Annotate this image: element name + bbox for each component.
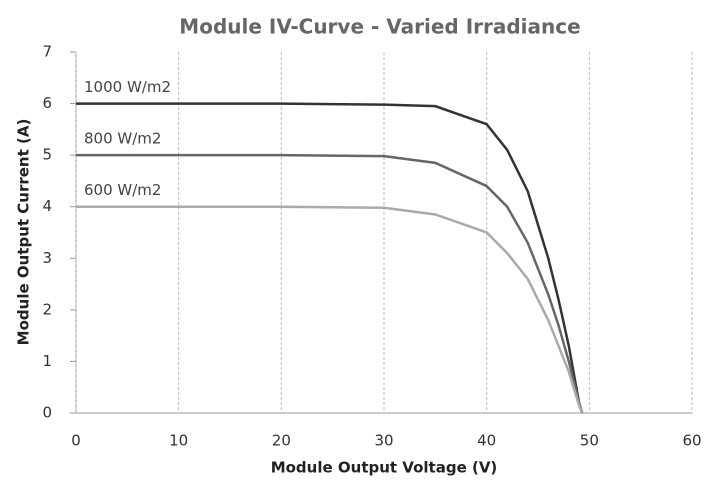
- series-line: [76, 205, 584, 414]
- chart-title: Module IV-Curve - Varied Irradiance: [179, 15, 580, 39]
- y-tick-label: 4: [42, 197, 52, 215]
- x-axis-label: Module Output Voltage (V): [271, 459, 498, 477]
- y-tick-label: 6: [42, 94, 52, 112]
- x-tick-label: 30: [374, 432, 393, 450]
- y-tick-label: 3: [42, 249, 52, 267]
- series-line: [76, 153, 584, 414]
- series-label: 600 W/m2: [84, 181, 161, 199]
- x-tick-label: 40: [477, 432, 496, 450]
- x-tick-label: 0: [71, 432, 81, 450]
- y-tick-label: 0: [42, 404, 52, 422]
- y-tick-label: 7: [42, 43, 52, 61]
- series-label: 800 W/m2: [84, 130, 161, 148]
- x-tick-label: 20: [272, 432, 291, 450]
- series-line: [76, 102, 584, 414]
- y-axis-label: Module Output Current (A): [15, 119, 33, 346]
- x-tick-label: 10: [169, 432, 188, 450]
- y-tick-label: 5: [42, 146, 52, 164]
- series-label: 1000 W/m2: [84, 78, 171, 96]
- y-tick-label: 2: [42, 300, 52, 318]
- x-tick-label: 60: [682, 432, 701, 450]
- y-tick-label: 1: [42, 352, 52, 370]
- x-tick-label: 50: [580, 432, 599, 450]
